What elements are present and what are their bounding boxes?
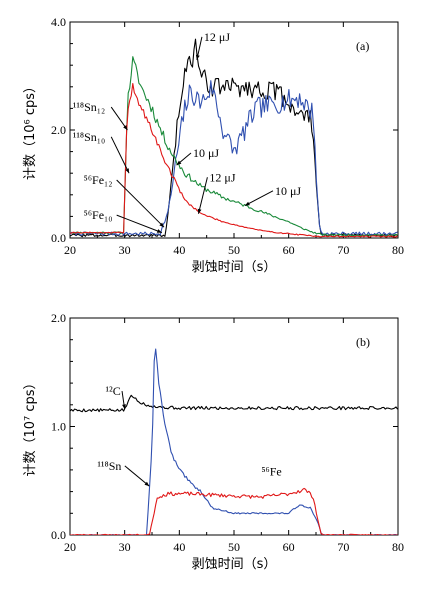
x-tick-label: 60 — [283, 243, 295, 257]
y-tick-label: 2.0 — [51, 311, 66, 325]
y-axis-label: 计数（10⁶ cps） — [23, 80, 38, 180]
annotation-arrowhead — [159, 222, 165, 228]
annotation-label: 12 μJ — [209, 170, 235, 184]
y-axis-label: 计数（10⁷ cps） — [23, 376, 38, 476]
series-line-0 — [70, 38, 398, 238]
annotation-arrowhead — [197, 208, 202, 214]
x-tick-label: 20 — [64, 243, 76, 257]
panel-label: (a) — [356, 39, 369, 53]
annotation-arrow — [116, 214, 163, 234]
series-group — [70, 348, 398, 535]
y-tick-label: 0.0 — [51, 528, 66, 542]
annotation-arrow — [110, 136, 130, 174]
x-tick-label: 80 — [392, 540, 404, 554]
annotation-arrowhead — [176, 160, 182, 166]
x-tick-label: 60 — [283, 540, 295, 554]
panel-label: (b) — [356, 335, 370, 349]
plot-frame — [69, 21, 399, 239]
x-tick-label: 30 — [119, 243, 131, 257]
annotation-label: ⁵⁶Fe — [261, 464, 281, 478]
annotation-label: ¹¹⁸Sn₁₂ — [73, 100, 105, 114]
annotation-arrow — [197, 177, 208, 214]
x-tick-label: 50 — [228, 243, 240, 257]
x-tick-label: 30 — [119, 540, 131, 554]
annotation-arrowhead — [195, 54, 200, 60]
annotation-label: ¹²C — [106, 384, 121, 398]
x-tick-label: 40 — [173, 540, 185, 554]
x-tick-label: 50 — [228, 540, 240, 554]
annotation-arrow — [124, 465, 150, 487]
series-group — [70, 38, 398, 238]
y-tick-label: 0.0 — [51, 231, 66, 245]
x-tick-label: 40 — [173, 243, 185, 257]
series-line-3 — [70, 82, 398, 238]
plot-frame — [69, 317, 399, 536]
x-axis-label: 剥蚀时间（s） — [192, 260, 277, 275]
series-line-1 — [70, 80, 398, 236]
annotation-label: ¹¹⁸Sn₁₀ — [73, 130, 105, 144]
annotation-label: ¹¹⁸Sn — [97, 459, 121, 473]
annotation-arrowhead — [244, 201, 250, 206]
chart-panel-a: 20 30 40 50 60 70 80 0.0 2.0 4.0 剥蚀时间（s） 计数（10⁶ cps… — [23, 15, 404, 275]
annotation-label: ⁵⁶Fe₁₂ — [84, 173, 113, 187]
x-tick-label: 70 — [337, 243, 349, 257]
annotation-arrow — [110, 106, 128, 131]
y-tick-label: 4.0 — [51, 15, 66, 29]
series-line-1 — [70, 348, 398, 535]
annotation-arrowhead — [156, 229, 162, 233]
annotation-arrow — [244, 190, 274, 207]
x-tick-label: 20 — [64, 540, 76, 554]
x-tick-label: 70 — [337, 540, 349, 554]
y-tick-label: 1.0 — [51, 420, 66, 434]
annotation-arrowhead — [125, 168, 130, 174]
annotation-arrow — [116, 179, 165, 228]
x-tick-label: 80 — [392, 243, 404, 257]
annotation-arrowhead — [123, 125, 128, 130]
annotation-arrowhead — [122, 404, 126, 410]
annotation-label: 10 μJ — [193, 146, 219, 160]
x-axis-label: 剥蚀时间（s） — [192, 557, 277, 572]
annotation-label: 12 μJ — [204, 30, 230, 44]
series-line-2 — [70, 56, 398, 237]
annotation-label: 10 μJ — [275, 184, 301, 198]
annotation-label: ⁵⁶Fe₁₀ — [84, 208, 113, 222]
annotation-arrowhead — [144, 481, 150, 487]
chart-panel-b: 20 30 40 50 60 70 80 0.0 1.0 2.0 剥蚀时间（s） 计数（10⁷ cps… — [23, 311, 404, 572]
y-tick-label: 2.0 — [51, 123, 66, 137]
series-line-2 — [70, 487, 398, 535]
